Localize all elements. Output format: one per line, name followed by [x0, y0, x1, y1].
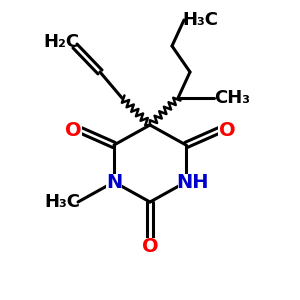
- Text: H₃C: H₃C: [44, 193, 80, 211]
- Text: NH: NH: [176, 172, 208, 191]
- Text: N: N: [106, 172, 122, 191]
- FancyBboxPatch shape: [64, 122, 82, 138]
- FancyBboxPatch shape: [218, 122, 236, 138]
- Text: CH₃: CH₃: [214, 89, 250, 107]
- Text: H₃C: H₃C: [182, 11, 218, 29]
- FancyBboxPatch shape: [178, 174, 206, 190]
- Text: O: O: [142, 236, 158, 256]
- Text: O: O: [65, 121, 81, 140]
- FancyBboxPatch shape: [106, 174, 122, 190]
- FancyBboxPatch shape: [141, 238, 159, 254]
- Text: H₂C: H₂C: [43, 33, 79, 51]
- Text: O: O: [219, 121, 235, 140]
